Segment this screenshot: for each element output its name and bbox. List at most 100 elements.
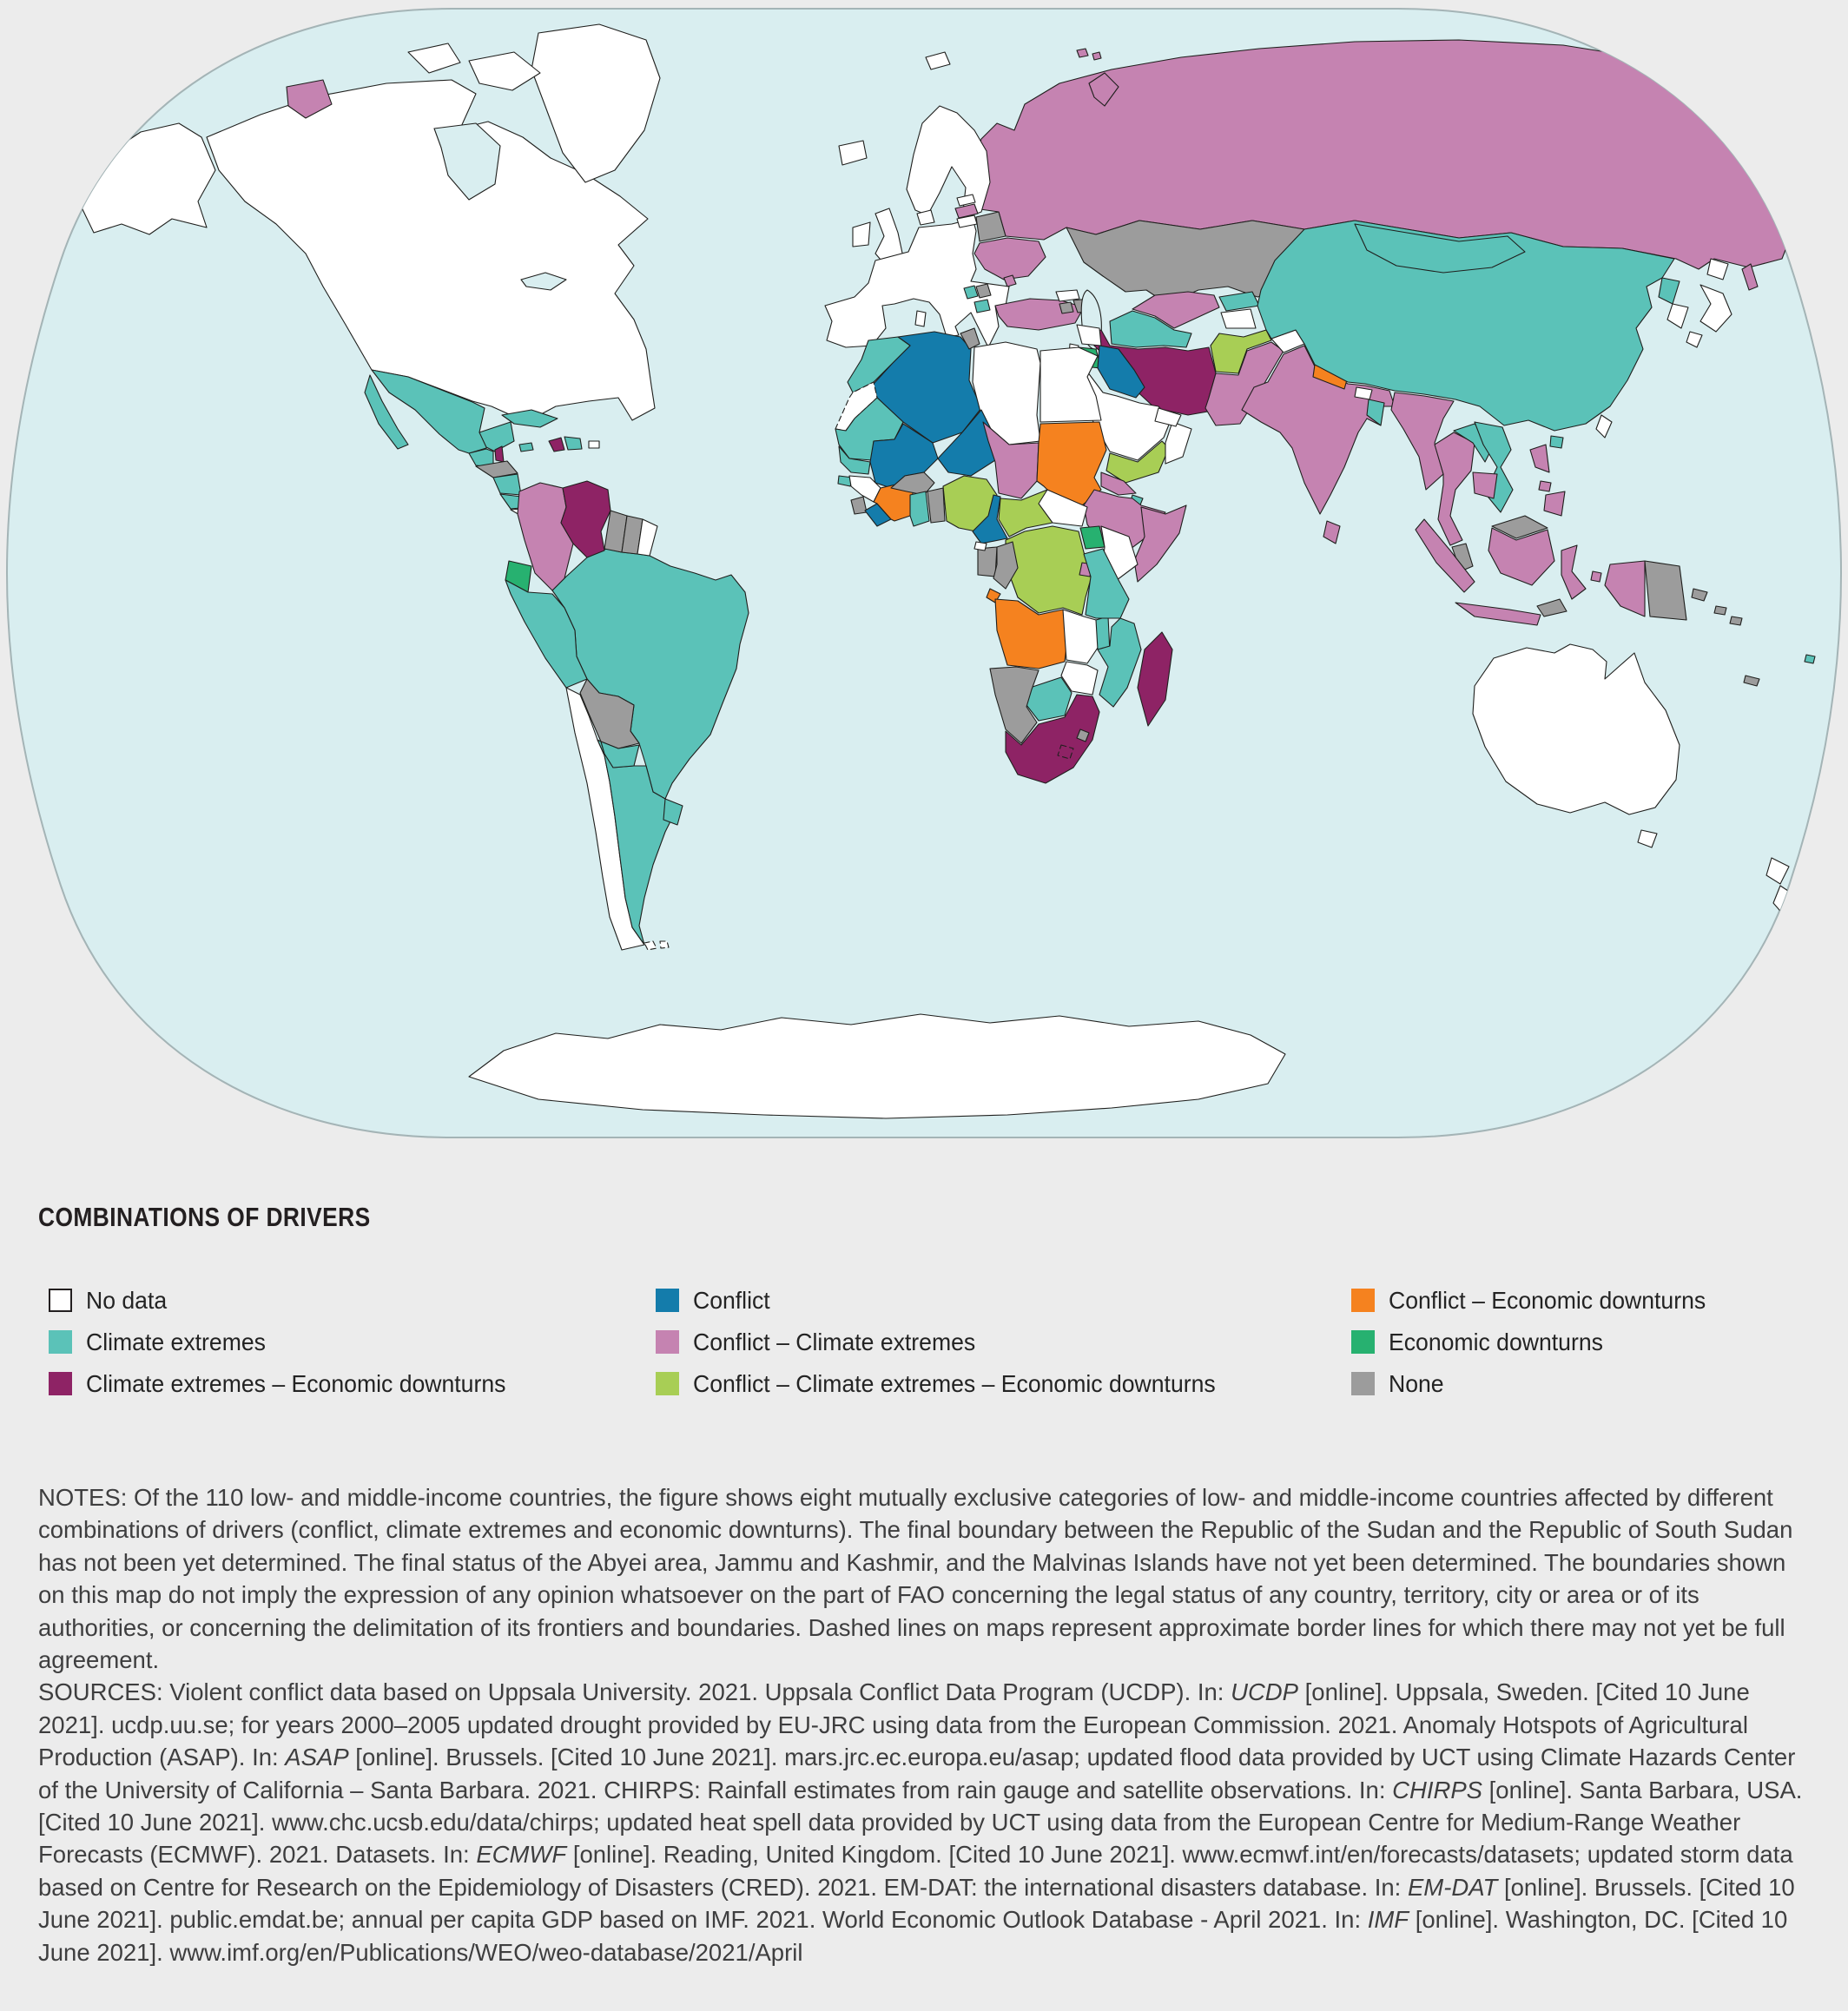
region-guatemala	[468, 448, 494, 468]
region-gabon	[977, 546, 998, 577]
legend-label-none: None	[1389, 1369, 1444, 1397]
region-new-zealand-north	[1766, 857, 1790, 885]
region-burkina-faso	[890, 471, 935, 496]
region-indonesia-sumatra	[1415, 518, 1475, 593]
region-bosnia	[963, 285, 979, 300]
world-map	[5, 8, 1843, 1138]
region-somalia	[1133, 504, 1187, 583]
region-estonia	[956, 194, 976, 207]
region-puerto-rico	[588, 440, 600, 449]
region-guinea-bissau	[837, 475, 854, 487]
region-qatar-uae	[1154, 407, 1182, 427]
region-georgia	[1055, 289, 1080, 302]
region-senegal	[838, 445, 871, 475]
great-lakes	[520, 272, 567, 291]
region-malvinas-islands	[644, 940, 670, 951]
region-baffin-island	[468, 51, 541, 91]
legend-swatch-econ	[1351, 1330, 1375, 1354]
region-uruguay	[663, 798, 683, 826]
region-kazakhstan	[1066, 220, 1305, 305]
region-tajikistan	[1220, 308, 1257, 329]
world-map-container	[5, 8, 1843, 1138]
region-uzbekistan	[1132, 291, 1220, 329]
region-svalbard	[925, 51, 951, 70]
region-dr-congo	[1005, 525, 1093, 616]
region-colombia	[517, 482, 574, 591]
legend-column: Conflict – Economic downturns Economic do…	[1351, 1286, 1722, 1414]
legend-label-conflict_climate_econ: Conflict – Climate extremes – Economic d…	[693, 1369, 1216, 1397]
region-ireland	[852, 221, 871, 247]
region-eswatini	[1076, 729, 1090, 742]
region-south-korea	[1666, 303, 1689, 329]
region-sardinia	[914, 310, 927, 327]
region-canada-usa	[206, 79, 656, 423]
legend-label-climate_econ: Climate extremes – Economic downturns	[86, 1369, 506, 1397]
region-philippines-visayas	[1538, 480, 1552, 492]
region-scandinavia	[906, 105, 991, 220]
legend-column: Conflict Conflict – Climate extremes Confl…	[656, 1286, 1243, 1414]
legend-item-conflict: Conflict	[656, 1286, 1243, 1314]
legend-label-conflict_econ: Conflict – Economic downturns	[1389, 1286, 1706, 1314]
region-baja-california	[364, 374, 409, 450]
legend-item-no_data: No data	[49, 1286, 528, 1314]
region-yucatan	[478, 421, 515, 452]
region-bangladesh	[1366, 399, 1385, 426]
region-china	[1257, 220, 1675, 432]
region-indonesia-kalimantan	[1488, 527, 1555, 586]
region-cambodia	[1472, 471, 1498, 499]
region-denmark	[916, 209, 935, 226]
region-moldova	[1003, 274, 1017, 287]
region-tunisia	[960, 327, 980, 350]
region-tasmania	[1637, 829, 1658, 848]
region-iceland	[838, 140, 868, 166]
region-madagascar	[1137, 631, 1173, 727]
notes-block: NOTES: Of the 110 low- and middle-income…	[38, 1481, 1815, 1968]
legend-label-conflict: Conflict	[693, 1286, 770, 1314]
region-togo-benin	[927, 487, 946, 524]
legend-column: No data Climate extremes Climate extremes …	[49, 1286, 528, 1414]
region-mongolia	[1354, 223, 1526, 274]
region-australia	[1472, 643, 1680, 815]
region-lesotho	[1057, 744, 1074, 760]
legend-item-climate_econ: Climate extremes – Economic downturns	[49, 1369, 528, 1397]
region-bolivia	[579, 678, 640, 749]
region-hainan	[1549, 435, 1564, 449]
legend-item-none: None	[1351, 1369, 1722, 1397]
region-solomon-islands	[1713, 605, 1743, 626]
notes-text: NOTES: Of the 110 low- and middle-income…	[38, 1484, 1793, 1674]
region-alaska	[70, 122, 216, 235]
region-mozambique	[1097, 617, 1142, 708]
region-yemen	[1106, 440, 1170, 484]
region-dominican-republic	[564, 436, 583, 451]
region-philippines-luzon	[1529, 444, 1550, 473]
region-greenland	[531, 23, 661, 183]
region-vietnam	[1474, 421, 1514, 513]
region-japan-kyushu	[1686, 331, 1703, 348]
region-egypt	[1040, 346, 1102, 423]
region-timor-leste	[1536, 598, 1568, 617]
region-venezuela	[560, 480, 611, 558]
region-eritrea	[1100, 471, 1137, 496]
region-sri-lanka	[1323, 520, 1341, 544]
region-jamaica	[518, 442, 534, 452]
region-fiji	[1804, 654, 1816, 664]
legend-swatch-conflict_econ	[1351, 1289, 1375, 1312]
legend-label-no_data: No data	[86, 1286, 168, 1314]
region-cuba	[501, 409, 558, 428]
region-belarus	[975, 211, 1006, 242]
region-indonesia-java	[1455, 602, 1541, 626]
legend-label-conflict_climate: Conflict – Climate extremes	[693, 1328, 976, 1355]
region-antarctica	[468, 1013, 1286, 1119]
legend-item-conflict_climate_econ: Conflict – Climate extremes – Economic d…	[656, 1369, 1243, 1397]
region-zambia	[1062, 609, 1102, 664]
region-chukotka	[286, 79, 333, 119]
region-albania-north-macedonia	[974, 299, 991, 313]
legend-swatch-climate	[49, 1330, 72, 1354]
region-franz-josef-land	[1076, 48, 1102, 61]
region-zimbabwe	[1060, 661, 1099, 696]
region-turkmenistan	[1109, 310, 1192, 348]
legend-swatch-climate_econ	[49, 1372, 72, 1395]
legend-swatch-no_data	[49, 1289, 72, 1312]
region-congo	[993, 541, 1019, 590]
